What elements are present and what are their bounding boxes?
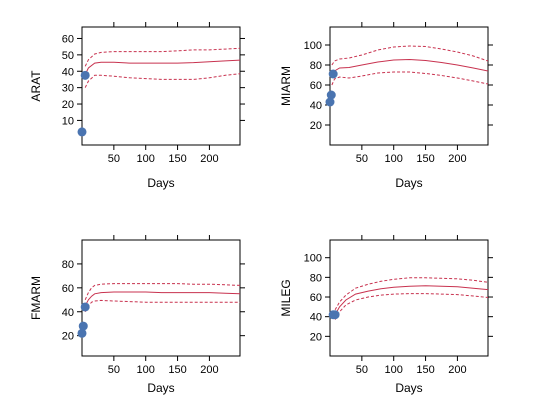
x-tick-label: 150 — [168, 153, 186, 165]
x-axis-label: Days — [395, 176, 422, 190]
y-tick-label: 40 — [310, 312, 322, 324]
y-tick-label: 30 — [62, 83, 74, 95]
panel-arat: 50 100 150 200 10 20 30 40 50 60 Days ARAT — [29, 22, 245, 190]
y-tick-label: 20 — [62, 99, 74, 111]
x-tick-label: 50 — [108, 364, 120, 376]
y-tick-label: 40 — [62, 307, 74, 319]
observed-point — [80, 302, 90, 312]
x-tick-label: 200 — [448, 364, 466, 376]
fit-line — [84, 59, 240, 75]
y-tick-label: 60 — [62, 33, 74, 45]
x-axis-label: Days — [147, 381, 174, 395]
y-tick-label: 50 — [62, 50, 74, 62]
y-axis-label: MILEG — [279, 279, 293, 316]
lower-band-line — [331, 71, 488, 86]
upper-band-line — [84, 47, 240, 67]
x-tick-label: 100 — [385, 153, 403, 165]
x-tick-label: 50 — [356, 364, 368, 376]
y-tick-label: 60 — [310, 292, 322, 304]
x-tick-label: 50 — [108, 153, 120, 165]
x-axis-label: Days — [147, 176, 174, 190]
x-tick-label: 100 — [137, 153, 155, 165]
x-tick-label: 150 — [416, 153, 434, 165]
fit-line — [334, 285, 488, 315]
y-tick-label: 80 — [310, 60, 322, 72]
x-tick-label: 100 — [137, 364, 155, 376]
observed-point — [77, 127, 87, 137]
x-tick-label: 100 — [385, 364, 403, 376]
fit-line — [84, 291, 240, 307]
y-tick-label: 20 — [310, 331, 322, 343]
plot-frame — [329, 26, 489, 146]
lower-band-line — [84, 73, 240, 88]
y-tick-label: 100 — [304, 253, 322, 265]
x-axis-label: Days — [395, 381, 422, 395]
fit-line — [331, 58, 488, 76]
plot-frame — [81, 239, 241, 357]
y-tick-label: 10 — [62, 115, 74, 127]
y-axis-label: ARAT — [29, 70, 43, 102]
y-tick-label: 60 — [310, 80, 322, 92]
y-tick-label: 20 — [310, 120, 322, 132]
y-tick-label: 40 — [62, 66, 74, 78]
observed-point — [78, 321, 88, 331]
y-tick-label: 60 — [62, 283, 74, 295]
y-tick-label: 20 — [62, 331, 74, 343]
observed-point — [328, 69, 338, 79]
observed-point — [77, 328, 87, 338]
upper-band-line — [331, 45, 488, 66]
x-tick-label: 50 — [356, 153, 368, 165]
observed-point — [330, 310, 340, 320]
plot-frame — [81, 26, 241, 146]
x-tick-label: 150 — [416, 364, 434, 376]
plot-frame — [329, 239, 489, 357]
x-tick-label: 200 — [200, 153, 218, 165]
observed-point — [326, 90, 336, 100]
panel-mileg: 50 100 150 200 20 40 60 80 100 Days MILEG — [279, 235, 493, 395]
x-tick-label: 200 — [200, 364, 218, 376]
observed-point — [325, 97, 335, 107]
lower-band-line — [84, 299, 240, 313]
x-tick-label: 150 — [168, 364, 186, 376]
x-tick-label: 200 — [448, 153, 466, 165]
y-axis-label: FMARM — [29, 276, 43, 320]
panel-miarm: 50 100 150 200 20 40 60 80 100 Days MIARM — [279, 22, 493, 190]
y-tick-label: 40 — [310, 100, 322, 112]
lower-band-line — [334, 293, 488, 320]
panel-fmarm: 50 100 150 200 20 40 60 80 Days FMARM — [29, 235, 245, 395]
observed-point — [80, 70, 90, 80]
y-axis-label: MIARM — [279, 66, 293, 106]
y-tick-label: 100 — [304, 40, 322, 52]
y-tick-label: 80 — [310, 272, 322, 284]
upper-band-line — [84, 283, 240, 301]
y-tick-label: 80 — [62, 259, 74, 271]
